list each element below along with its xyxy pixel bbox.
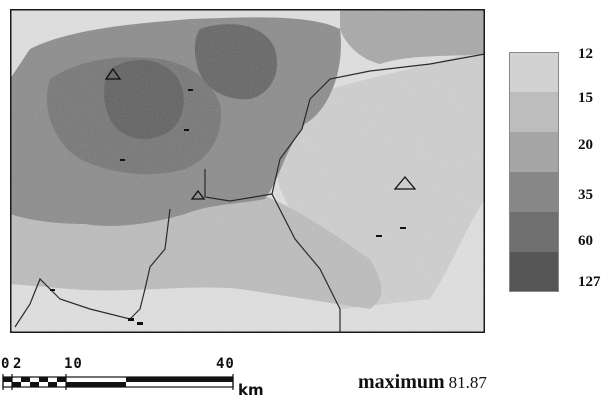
legend-label-60: 60	[578, 233, 593, 249]
legend-swatch-20	[509, 132, 559, 172]
station-marker	[128, 318, 134, 321]
scale-bar	[2, 374, 234, 390]
triangle-marker	[393, 175, 417, 190]
legend-label-127: 127	[578, 274, 601, 290]
station-marker	[184, 129, 189, 131]
scale-tick-2: 2	[13, 356, 23, 372]
legend-swatch-127	[509, 252, 559, 292]
station-marker	[188, 89, 193, 91]
scale-tick-0: 0	[1, 356, 11, 372]
legend-label-15: 15	[578, 90, 593, 106]
legend-swatch-60	[509, 212, 559, 252]
maximum-readout: maximum 81.87	[358, 371, 487, 394]
legend-color-bar	[509, 52, 559, 292]
boundary-line	[271, 193, 341, 333]
maximum-label: maximum	[358, 371, 445, 393]
station-marker	[376, 235, 382, 237]
station-marker	[137, 322, 143, 325]
scale-tick-10: 10	[64, 356, 83, 372]
triangle-marker	[190, 189, 206, 200]
station-markers	[50, 89, 406, 325]
map-region-top-strip	[340, 9, 485, 64]
station-marker	[400, 227, 406, 229]
station-marker	[50, 289, 55, 291]
triangle-marker	[104, 67, 122, 80]
legend-swatch-35	[509, 172, 559, 212]
map-region-127	[104, 59, 184, 140]
legend-label-35: 35	[578, 187, 593, 203]
map-canvas	[10, 9, 485, 333]
scale-unit: km	[238, 381, 264, 399]
station-marker	[120, 159, 125, 161]
map-region-127b	[194, 24, 278, 100]
map-border	[10, 9, 485, 333]
scale-tick-40: 40	[216, 356, 235, 372]
boundary-line	[309, 53, 485, 100]
map-symbols	[104, 67, 417, 200]
legend-border	[509, 52, 559, 292]
legend	[509, 52, 602, 292]
maximum-value: 81.87	[448, 373, 487, 392]
legend-label-20: 20	[578, 137, 593, 153]
legend-swatch-15	[509, 92, 559, 132]
legend-swatch-12	[509, 52, 559, 92]
legend-label-12: 12	[578, 46, 593, 62]
